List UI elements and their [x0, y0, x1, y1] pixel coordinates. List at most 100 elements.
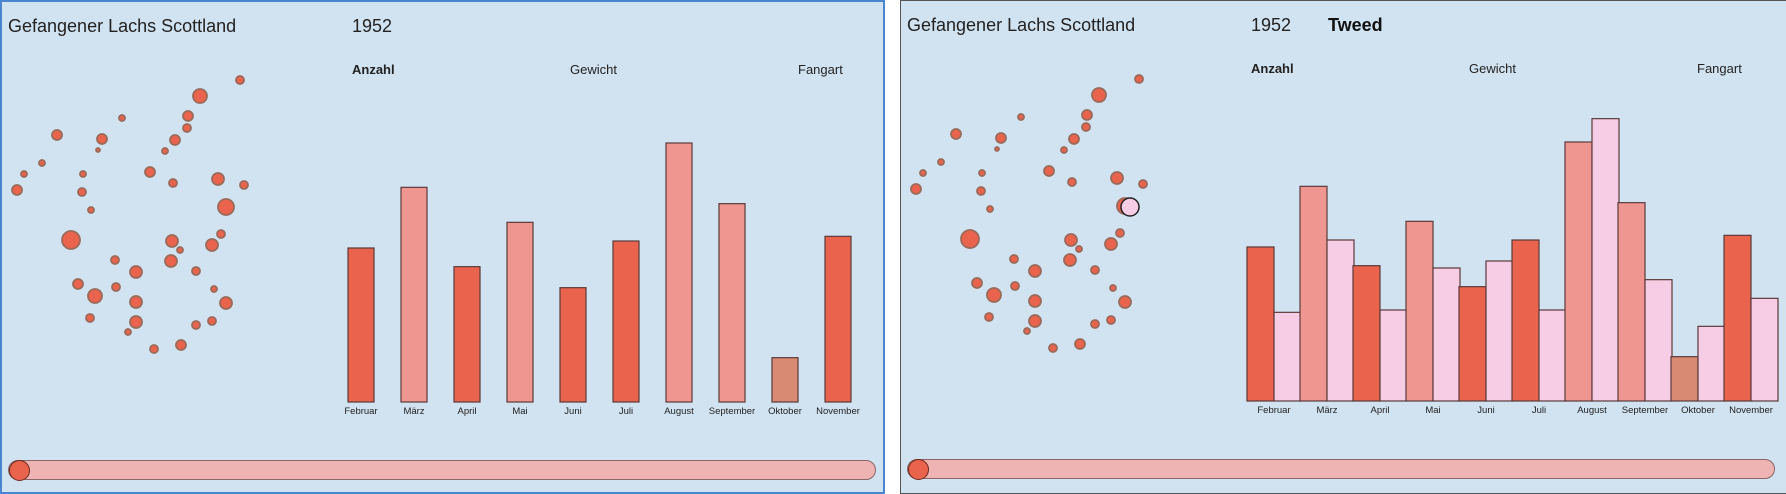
river-station-marker[interactable] — [96, 133, 108, 145]
river-station-marker[interactable] — [1138, 179, 1148, 189]
river-station-marker[interactable] — [1060, 146, 1068, 154]
river-station-marker[interactable] — [169, 134, 181, 146]
river-station-marker[interactable] — [217, 198, 235, 216]
bar[interactable] — [453, 266, 481, 403]
river-station-marker[interactable] — [129, 315, 143, 329]
bar[interactable] — [1511, 239, 1540, 402]
river-station-marker[interactable] — [937, 158, 945, 166]
river-station-marker[interactable] — [110, 255, 120, 265]
river-station-marker[interactable] — [87, 288, 103, 304]
river-station-marker[interactable] — [77, 187, 87, 197]
bar[interactable] — [824, 235, 852, 403]
river-station-marker[interactable] — [978, 169, 986, 177]
bar-selected-river[interactable] — [1750, 297, 1779, 402]
tab-anzahl[interactable]: Anzahl — [1251, 61, 1294, 76]
bar-selected-river[interactable] — [1644, 279, 1673, 402]
bar[interactable] — [1458, 286, 1487, 402]
bar[interactable] — [506, 221, 534, 403]
river-station-marker[interactable] — [211, 172, 225, 186]
river-station-marker[interactable] — [1043, 165, 1055, 177]
river-station-marker[interactable] — [1067, 177, 1077, 187]
river-station-marker[interactable] — [910, 183, 922, 195]
river-station-marker[interactable] — [971, 277, 983, 289]
river-station-marker[interactable] — [1109, 284, 1117, 292]
bar[interactable] — [1299, 185, 1328, 402]
river-station-marker[interactable] — [1010, 281, 1020, 291]
river-station-marker[interactable] — [1110, 171, 1124, 185]
river-station-marker[interactable] — [1075, 245, 1083, 253]
bar[interactable] — [718, 203, 746, 403]
river-station-marker[interactable] — [191, 320, 201, 330]
river-station-marker[interactable] — [984, 312, 994, 322]
bar[interactable] — [1670, 356, 1699, 402]
year-slider-track[interactable] — [8, 460, 876, 480]
bar[interactable] — [665, 142, 693, 403]
river-station-marker[interactable] — [1118, 295, 1132, 309]
river-station-marker[interactable] — [1023, 327, 1031, 335]
river-station-marker[interactable] — [20, 170, 28, 178]
river-station-marker[interactable] — [111, 282, 121, 292]
river-station-marker[interactable] — [1009, 254, 1019, 264]
river-station-marker[interactable] — [1028, 314, 1042, 328]
river-station-marker[interactable] — [216, 229, 226, 239]
bar[interactable] — [347, 247, 375, 403]
river-station-marker[interactable] — [210, 285, 218, 293]
bar[interactable] — [1405, 220, 1434, 402]
river-station-marker[interactable] — [1028, 294, 1042, 308]
river-station-marker[interactable] — [976, 186, 986, 196]
river-station-marker[interactable] — [919, 169, 927, 177]
tab-gewicht[interactable]: Gewicht — [570, 62, 617, 77]
bar-selected-river[interactable] — [1273, 311, 1302, 402]
bar[interactable] — [1564, 141, 1593, 402]
river-station-marker[interactable] — [1064, 233, 1078, 247]
river-station-marker[interactable] — [164, 254, 178, 268]
river-station-marker[interactable] — [1081, 109, 1093, 121]
river-station-marker[interactable] — [1068, 133, 1080, 145]
bar-selected-river[interactable] — [1591, 118, 1620, 402]
year-slider-thumb[interactable] — [9, 460, 30, 481]
river-station-marker[interactable] — [176, 246, 184, 254]
river-station-marker[interactable] — [1063, 253, 1077, 267]
river-station-marker[interactable] — [38, 159, 46, 167]
river-station-marker[interactable] — [1091, 87, 1107, 103]
river-station-marker[interactable] — [182, 110, 194, 122]
bar-selected-river[interactable] — [1379, 309, 1408, 402]
river-station-marker[interactable] — [168, 178, 178, 188]
river-station-marker[interactable] — [207, 316, 217, 326]
river-station-marker[interactable] — [11, 184, 23, 196]
river-station-marker[interactable] — [192, 88, 208, 104]
tab-gewicht[interactable]: Gewicht — [1469, 61, 1516, 76]
river-station-marker[interactable] — [1017, 113, 1025, 121]
river-station-marker[interactable] — [1106, 315, 1116, 325]
bar-selected-river[interactable] — [1326, 239, 1355, 402]
river-station-marker[interactable] — [85, 313, 95, 323]
river-station-marker[interactable] — [79, 170, 87, 178]
river-station-marker[interactable] — [1048, 343, 1058, 353]
bar[interactable] — [1723, 234, 1752, 402]
river-station-marker[interactable] — [1134, 74, 1144, 84]
bar[interactable] — [559, 287, 587, 403]
river-station-marker[interactable] — [118, 114, 126, 122]
river-station-marker[interactable] — [986, 205, 994, 213]
river-station-marker[interactable] — [51, 129, 63, 141]
bar[interactable] — [771, 357, 799, 403]
river-station-marker[interactable] — [175, 339, 187, 351]
river-station-marker[interactable] — [205, 238, 219, 252]
river-station-marker[interactable] — [960, 229, 980, 249]
river-station-marker[interactable] — [144, 166, 156, 178]
tab-fangart[interactable]: Fangart — [798, 62, 843, 77]
river-station-marker[interactable] — [149, 344, 159, 354]
river-station-marker[interactable] — [72, 278, 84, 290]
river-station-marker[interactable] — [1115, 228, 1125, 238]
bar[interactable] — [400, 186, 428, 403]
river-station-marker[interactable] — [950, 128, 962, 140]
river-station-marker[interactable] — [994, 146, 1000, 152]
river-station-marker[interactable] — [129, 295, 143, 309]
river-station-marker[interactable] — [235, 75, 245, 85]
bar-selected-river[interactable] — [1485, 260, 1514, 402]
river-station-marker[interactable] — [61, 230, 81, 250]
selected-river-marker[interactable] — [1120, 197, 1140, 217]
bar[interactable] — [1246, 246, 1275, 402]
river-station-marker[interactable] — [219, 296, 233, 310]
year-slider-thumb[interactable] — [908, 459, 929, 480]
